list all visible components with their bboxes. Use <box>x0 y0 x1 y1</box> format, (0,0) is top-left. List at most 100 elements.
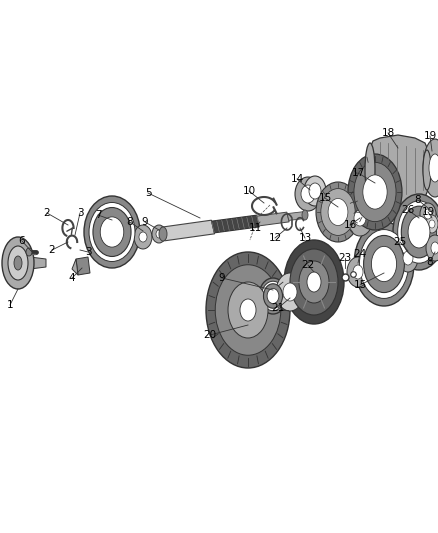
Ellipse shape <box>408 216 430 248</box>
Polygon shape <box>287 212 306 221</box>
Ellipse shape <box>26 248 32 256</box>
Ellipse shape <box>290 249 338 315</box>
Ellipse shape <box>100 217 124 247</box>
Text: 10: 10 <box>243 186 255 196</box>
Ellipse shape <box>302 210 308 220</box>
Polygon shape <box>30 257 46 269</box>
Text: 19: 19 <box>421 207 434 217</box>
Text: 8: 8 <box>127 217 133 227</box>
Ellipse shape <box>264 284 283 308</box>
Ellipse shape <box>363 175 387 209</box>
Ellipse shape <box>321 189 355 236</box>
Ellipse shape <box>354 210 366 226</box>
Ellipse shape <box>261 281 284 311</box>
Text: 3: 3 <box>85 247 91 257</box>
Ellipse shape <box>206 252 290 368</box>
Polygon shape <box>76 257 90 275</box>
Polygon shape <box>161 220 215 241</box>
Ellipse shape <box>284 240 344 324</box>
Polygon shape <box>72 259 78 275</box>
Text: 4: 4 <box>69 273 75 283</box>
Ellipse shape <box>8 246 28 280</box>
Text: 11: 11 <box>248 223 261 233</box>
Ellipse shape <box>360 230 409 298</box>
Text: 8: 8 <box>427 257 433 267</box>
Ellipse shape <box>283 283 297 301</box>
Ellipse shape <box>156 230 162 238</box>
Ellipse shape <box>152 225 166 243</box>
Ellipse shape <box>348 154 402 230</box>
Ellipse shape <box>365 143 375 197</box>
Ellipse shape <box>139 232 147 242</box>
Ellipse shape <box>307 272 321 292</box>
Ellipse shape <box>393 194 438 270</box>
Ellipse shape <box>316 182 360 242</box>
Ellipse shape <box>347 200 373 236</box>
Text: 2: 2 <box>49 245 55 255</box>
Text: 12: 12 <box>268 233 282 243</box>
Ellipse shape <box>93 207 131 256</box>
Text: 9: 9 <box>219 273 225 283</box>
Ellipse shape <box>276 273 304 311</box>
Ellipse shape <box>229 284 267 336</box>
Polygon shape <box>212 215 259 233</box>
Ellipse shape <box>259 278 287 314</box>
Text: 19: 19 <box>424 131 437 141</box>
Ellipse shape <box>354 222 414 306</box>
Ellipse shape <box>426 235 438 261</box>
Text: 20: 20 <box>203 330 216 340</box>
Text: 6: 6 <box>19 236 25 246</box>
Ellipse shape <box>309 183 321 199</box>
Text: 23: 23 <box>339 253 352 263</box>
Text: 18: 18 <box>381 128 395 138</box>
Text: 2: 2 <box>44 208 50 218</box>
Ellipse shape <box>403 251 413 265</box>
Polygon shape <box>257 212 289 226</box>
Ellipse shape <box>420 203 436 225</box>
Ellipse shape <box>215 265 281 355</box>
Ellipse shape <box>353 265 363 279</box>
Ellipse shape <box>429 220 435 228</box>
Text: 16: 16 <box>343 220 357 230</box>
Ellipse shape <box>228 282 268 338</box>
Text: 25: 25 <box>393 237 406 247</box>
Text: 7: 7 <box>95 210 101 220</box>
Text: 8: 8 <box>415 195 421 205</box>
Ellipse shape <box>371 246 396 281</box>
Text: 5: 5 <box>145 188 151 198</box>
Text: 21: 21 <box>272 303 285 313</box>
Ellipse shape <box>398 201 438 263</box>
Text: 13: 13 <box>298 233 311 243</box>
Text: 26: 26 <box>401 205 415 215</box>
Ellipse shape <box>2 237 34 289</box>
Polygon shape <box>370 135 428 205</box>
Ellipse shape <box>398 244 418 272</box>
Ellipse shape <box>328 198 348 225</box>
Ellipse shape <box>401 206 437 258</box>
Ellipse shape <box>134 225 152 249</box>
Text: 24: 24 <box>353 249 367 259</box>
Text: 1: 1 <box>7 300 13 310</box>
Ellipse shape <box>354 163 396 222</box>
Ellipse shape <box>301 185 315 203</box>
Ellipse shape <box>364 236 404 293</box>
Text: 14: 14 <box>290 174 304 184</box>
Ellipse shape <box>423 139 438 197</box>
Text: 3: 3 <box>77 208 83 218</box>
Ellipse shape <box>423 150 431 190</box>
Ellipse shape <box>89 203 135 262</box>
Ellipse shape <box>304 176 326 206</box>
Ellipse shape <box>14 256 22 270</box>
Ellipse shape <box>240 299 256 321</box>
Ellipse shape <box>347 257 369 287</box>
Text: 22: 22 <box>301 260 314 270</box>
Text: 15: 15 <box>353 280 367 290</box>
Ellipse shape <box>426 215 438 233</box>
Text: 17: 17 <box>351 168 364 178</box>
Ellipse shape <box>295 177 321 211</box>
Ellipse shape <box>431 242 438 254</box>
Text: 15: 15 <box>318 193 332 203</box>
Ellipse shape <box>267 288 279 304</box>
Ellipse shape <box>299 261 329 303</box>
Ellipse shape <box>159 227 167 241</box>
